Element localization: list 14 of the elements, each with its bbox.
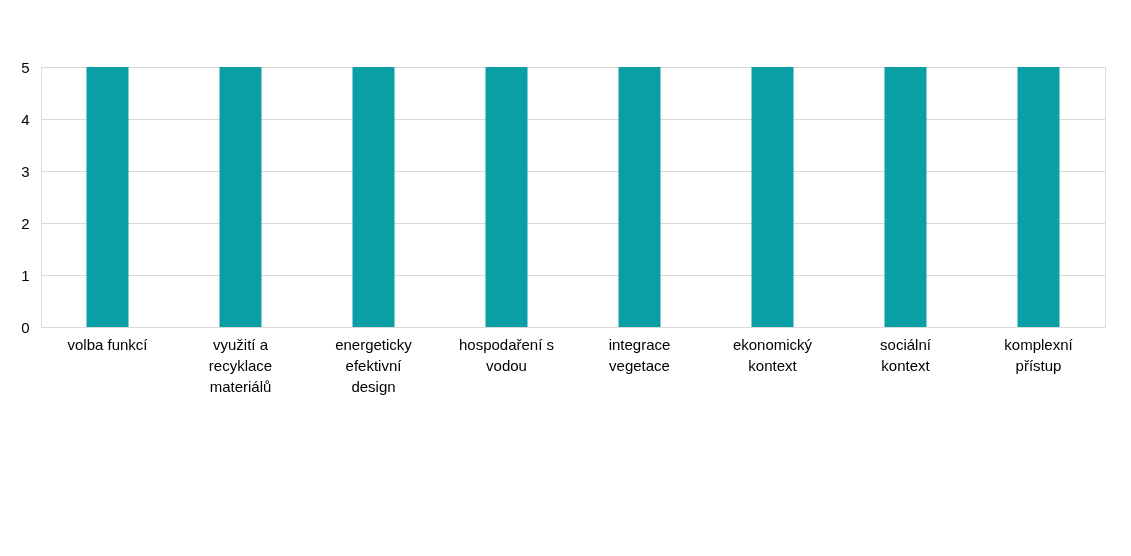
y-tick-label: 3 [21,162,30,180]
y-tick-label: 0 [21,318,30,336]
y-tick-label: 5 [21,58,30,76]
y-tick-label: 2 [21,214,30,232]
x-tick-label: ekonomický kontext [732,335,813,374]
x-tick-label: sociální kontext [880,335,932,374]
x-tick-label: volba funkcí [67,335,149,353]
x-tick-label: hospodaření s vodou [458,335,555,374]
x-tick-label: energeticky efektivní design [335,335,413,395]
x-tick-label: integrace vegetace [608,335,671,374]
y-tick-label: 4 [21,110,30,128]
x-tick-label: využití a recyklace materiálů [208,335,273,395]
y-tick-label: 1 [21,266,30,284]
x-tick-label: komplexní přístup [1004,335,1074,374]
